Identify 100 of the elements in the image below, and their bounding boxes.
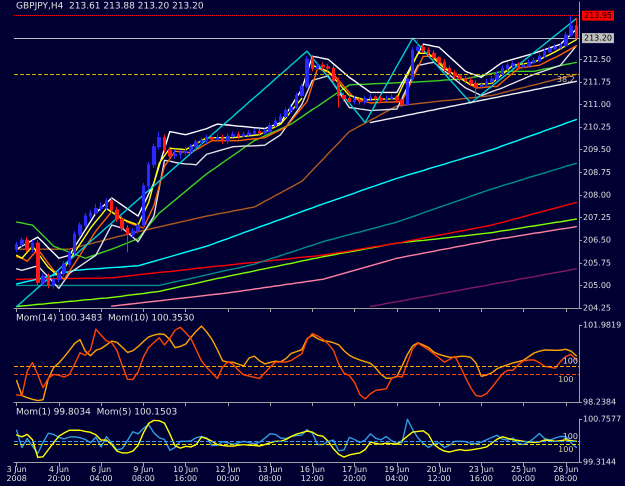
x-tick-label: 3 Jun 2008	[6, 465, 27, 483]
candlestick	[210, 134, 214, 143]
annotation: 100	[558, 375, 574, 384]
candlestick	[253, 128, 256, 136]
candlestick	[173, 149, 177, 160]
chart-title: GBPJPY,H4 213.61 213.88 213.20 213.20	[16, 2, 204, 12]
candlestick	[15, 241, 18, 253]
candlestick	[348, 94, 351, 106]
candlestick	[316, 62, 319, 72]
x-tick-label: 9 Jun 08:00	[132, 465, 155, 483]
candlestick	[511, 60, 515, 69]
line-series	[110, 226, 578, 307]
y-tick-label: 208.75	[583, 168, 611, 177]
candlestick	[179, 149, 182, 160]
y-tick-label: 208.00	[583, 190, 611, 200]
y-tick-label: 205.75	[583, 258, 611, 268]
candlestick	[274, 118, 277, 128]
candlestick	[353, 94, 356, 106]
candlestick	[385, 94, 388, 102]
candlestick	[31, 240, 34, 253]
line-series	[370, 268, 578, 308]
candlestick	[68, 248, 71, 268]
candlestick	[416, 38, 420, 54]
candlestick	[538, 52, 541, 63]
line-series	[370, 80, 578, 124]
candlestick	[295, 92, 298, 110]
y-tick-label: 98.2384	[583, 398, 616, 406]
candlestick	[337, 76, 340, 108]
candlestick	[559, 42, 562, 50]
x-tick-label: 4 Jun 20:00	[47, 465, 70, 483]
candlestick	[501, 64, 504, 76]
candlestick	[105, 197, 108, 211]
candlestick	[506, 62, 509, 72]
y-tick-label: 204.25	[583, 304, 611, 312]
candlestick	[205, 134, 208, 144]
x-tick-label: 19 Jun 04:00	[384, 465, 410, 483]
candlestick	[126, 224, 129, 253]
annotation: 100	[558, 444, 574, 454]
x-tick-label: 12 Jun 00:00	[215, 465, 240, 483]
candlestick	[221, 134, 224, 144]
x-tick-label: 17 Jun 20:00	[342, 465, 368, 483]
candlestick	[311, 56, 314, 72]
candlestick	[363, 94, 367, 106]
candlestick	[25, 236, 29, 253]
candlestick	[20, 236, 24, 248]
line-series	[16, 118, 578, 285]
candlestick	[47, 272, 50, 289]
y-tick-label: 212.50	[583, 54, 611, 64]
candlestick	[517, 62, 520, 70]
y-tick-label: 206.50	[583, 236, 611, 245]
candlestick	[52, 276, 55, 289]
candlestick	[110, 197, 113, 214]
candlestick	[464, 75, 467, 84]
ref-line-label: 100	[562, 356, 578, 366]
y-tick-label: 205.00	[583, 280, 611, 290]
x-tick-label: 6 Jun 04:00	[90, 465, 113, 483]
candlestick	[427, 46, 430, 57]
x-tick-label: 23 Jun 16:00	[468, 465, 494, 483]
candlestick	[279, 113, 282, 124]
candlestick	[369, 93, 372, 102]
candlestick	[200, 137, 203, 146]
y-tick-label: 100.7577	[583, 414, 622, 424]
candlestick	[406, 75, 409, 107]
y-tick-label: 101.9819	[583, 320, 622, 330]
y-tick-label: 209.50	[583, 145, 611, 154]
candlestick	[390, 93, 393, 100]
candlestick	[242, 131, 245, 138]
candlestick	[480, 81, 483, 90]
candlestick	[342, 92, 346, 102]
candlestick	[89, 210, 92, 220]
candlestick	[522, 62, 525, 69]
x-tick-label: 10 Jun 16:00	[172, 465, 198, 483]
candlestick	[237, 131, 240, 140]
candlestick	[247, 130, 251, 137]
candlestick	[379, 94, 383, 104]
x-tick-label: 26 Jun 08:00	[553, 465, 578, 483]
candlestick	[448, 64, 451, 78]
candlestick	[258, 128, 261, 137]
x-tick-label: 20 Jun 12:00	[426, 465, 452, 483]
candlestick	[443, 58, 446, 72]
y-tick-label: 211.00	[583, 100, 611, 110]
ref-line-label: 100	[562, 432, 578, 442]
candlestick	[411, 46, 414, 81]
candlestick	[358, 96, 362, 106]
candlestick	[84, 212, 87, 229]
candlestick	[73, 230, 76, 256]
candlestick	[36, 240, 40, 286]
x-tick-label: 25 Jun 00:00	[510, 465, 536, 483]
candlestick	[163, 134, 166, 154]
x-tick-label: 13 Jun 08:00	[257, 465, 283, 483]
ref-line-label: 213.20	[584, 34, 612, 43]
candlestick	[485, 78, 488, 87]
candlestick	[142, 182, 145, 229]
candlestick	[78, 222, 82, 238]
ref-line-label: 213.95	[584, 11, 612, 20]
candlestick	[41, 272, 45, 286]
candlestick	[332, 64, 335, 84]
chart-title: Mom(1) 99.8034 Mom(5) 100.1503	[16, 408, 178, 418]
line-series	[16, 162, 578, 286]
candlestick	[421, 44, 425, 54]
